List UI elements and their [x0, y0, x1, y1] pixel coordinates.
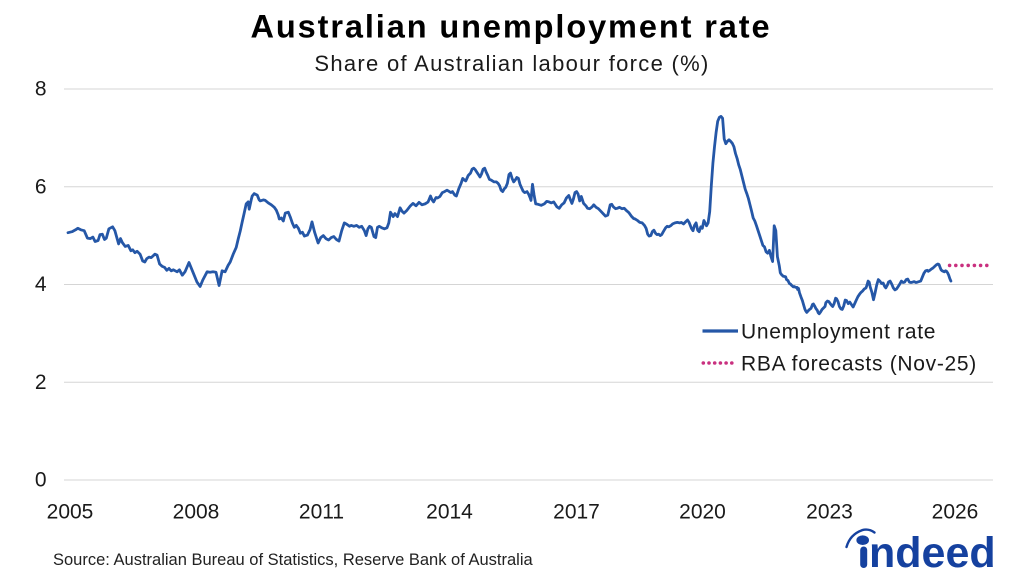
svg-text:2026: 2026 — [932, 501, 979, 524]
svg-text:Share of Australian labour for: Share of Australian labour force (%) — [314, 51, 709, 76]
svg-text:2017: 2017 — [553, 501, 600, 524]
svg-text:Australian unemployment rate: Australian unemployment rate — [251, 9, 772, 45]
svg-text:2014: 2014 — [426, 501, 473, 524]
svg-text:2023: 2023 — [806, 501, 853, 524]
svg-text:RBA forecasts (Nov-25): RBA forecasts (Nov-25) — [741, 353, 977, 376]
svg-text:8: 8 — [35, 78, 47, 101]
svg-text:ndeed: ndeed — [869, 529, 996, 573]
svg-text:Unemployment rate: Unemployment rate — [741, 321, 936, 344]
svg-text:0: 0 — [35, 469, 47, 492]
svg-text:2008: 2008 — [173, 501, 220, 524]
svg-text:4: 4 — [35, 273, 47, 296]
svg-text:Source: Australian Bureau of S: Source: Australian Bureau of Statistics,… — [53, 551, 533, 569]
svg-text:6: 6 — [35, 175, 47, 198]
svg-text:2: 2 — [35, 371, 47, 394]
svg-text:2011: 2011 — [299, 501, 344, 524]
svg-text:2005: 2005 — [47, 501, 94, 524]
svg-text:2020: 2020 — [679, 501, 726, 524]
